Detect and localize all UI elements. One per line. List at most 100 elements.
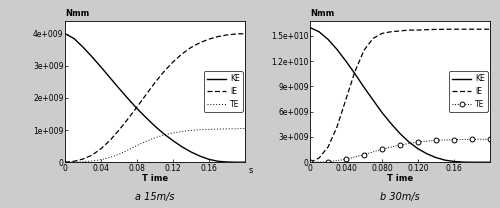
KE xyxy=(487,161,493,163)
IE xyxy=(460,28,466,30)
Text: Nmm: Nmm xyxy=(310,9,334,18)
TE xyxy=(152,137,158,139)
Line: KE: KE xyxy=(310,27,490,162)
KE xyxy=(343,60,349,62)
IE xyxy=(206,38,212,40)
Line: IE: IE xyxy=(310,29,490,162)
KE xyxy=(242,161,248,163)
KE xyxy=(460,161,466,163)
KE xyxy=(143,116,149,119)
X-axis label: T ime: T ime xyxy=(142,174,168,183)
KE xyxy=(352,73,358,75)
KE xyxy=(424,153,430,155)
TE xyxy=(107,156,113,159)
KE xyxy=(215,160,221,162)
IE xyxy=(370,37,376,40)
IE xyxy=(307,161,313,163)
IE xyxy=(89,154,95,156)
KE xyxy=(361,86,367,89)
KE xyxy=(316,31,322,33)
IE xyxy=(442,28,448,31)
Line: KE: KE xyxy=(65,34,245,162)
X-axis label: T ime: T ime xyxy=(387,174,413,183)
IE xyxy=(134,106,140,108)
IE xyxy=(152,81,158,84)
TE xyxy=(206,128,212,131)
IE xyxy=(80,158,86,160)
TE xyxy=(233,128,239,130)
IE xyxy=(125,118,131,120)
Text: a 15m/s: a 15m/s xyxy=(135,192,175,202)
TE xyxy=(307,161,313,163)
KE xyxy=(98,66,104,68)
IE xyxy=(116,129,122,131)
TE xyxy=(415,141,421,143)
KE xyxy=(415,147,421,150)
KE xyxy=(406,141,412,143)
TE xyxy=(343,158,349,161)
TE xyxy=(89,160,95,162)
TE xyxy=(215,128,221,130)
TE xyxy=(469,138,475,141)
TE xyxy=(325,161,331,163)
IE xyxy=(406,29,412,31)
TE xyxy=(451,139,457,141)
KE xyxy=(433,156,439,159)
KE xyxy=(116,87,122,90)
KE xyxy=(80,46,86,48)
KE xyxy=(197,155,203,157)
Legend: KE, IE, TE: KE, IE, TE xyxy=(449,71,488,112)
TE xyxy=(116,153,122,155)
TE xyxy=(487,138,493,141)
IE xyxy=(415,29,421,31)
KE xyxy=(179,146,185,148)
KE xyxy=(188,151,194,153)
KE xyxy=(307,26,313,29)
KE xyxy=(62,32,68,35)
TE xyxy=(98,158,104,161)
TE xyxy=(188,129,194,132)
TE xyxy=(179,130,185,133)
IE xyxy=(487,28,493,30)
KE xyxy=(170,139,176,142)
IE xyxy=(224,34,230,36)
IE xyxy=(62,161,68,163)
TE xyxy=(170,132,176,134)
KE xyxy=(134,107,140,110)
KE xyxy=(325,38,331,41)
KE xyxy=(161,133,167,135)
TE xyxy=(134,144,140,147)
KE xyxy=(370,99,376,101)
KE xyxy=(125,97,131,100)
TE xyxy=(224,128,230,130)
IE xyxy=(179,53,185,55)
TE xyxy=(397,144,403,146)
IE xyxy=(388,31,394,33)
KE xyxy=(233,161,239,163)
KE xyxy=(451,160,457,163)
IE xyxy=(161,70,167,73)
KE xyxy=(89,56,95,58)
IE xyxy=(478,28,484,30)
TE xyxy=(80,161,86,163)
IE xyxy=(107,139,113,142)
IE xyxy=(352,70,358,73)
KE xyxy=(397,132,403,135)
Legend: KE, IE, TE: KE, IE, TE xyxy=(204,71,242,112)
KE xyxy=(442,159,448,161)
KE xyxy=(152,125,158,128)
Line: TE: TE xyxy=(65,129,245,162)
IE xyxy=(325,146,331,148)
TE xyxy=(143,140,149,143)
KE xyxy=(478,161,484,163)
IE xyxy=(343,98,349,100)
IE xyxy=(424,28,430,31)
IE xyxy=(215,35,221,38)
IE xyxy=(188,46,194,49)
KE xyxy=(334,48,340,51)
TE xyxy=(361,154,367,156)
TE xyxy=(197,129,203,131)
IE xyxy=(98,147,104,150)
Line: TE: TE xyxy=(308,137,492,165)
IE xyxy=(233,33,239,35)
